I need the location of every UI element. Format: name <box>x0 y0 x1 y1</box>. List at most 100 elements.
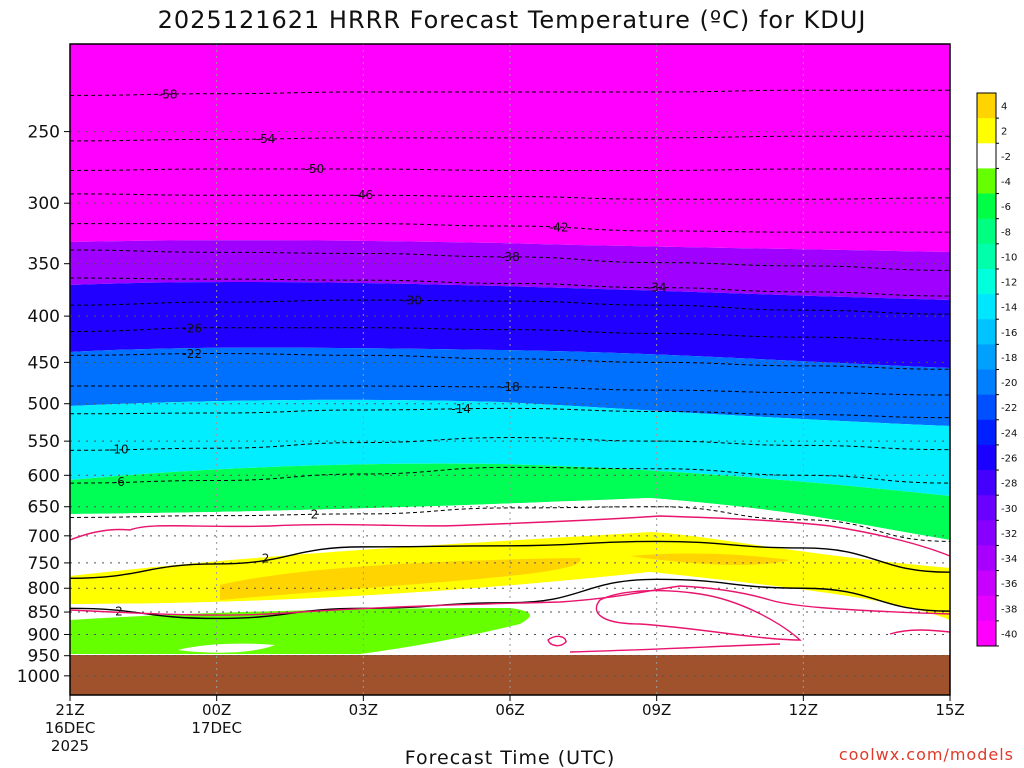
contour-label: -50 <box>305 162 325 176</box>
y-tick-label: 400 <box>28 307 60 327</box>
colorbar-swatch <box>977 344 996 370</box>
colorbar-swatch <box>977 369 996 396</box>
chart-title: 2025121621 HRRR Forecast Temperature (ºC… <box>158 6 867 34</box>
colorbar-swatch <box>977 419 996 446</box>
fill-warm-layer-4-to-6 <box>220 558 581 600</box>
colorbar-label: -40 <box>1001 629 1017 640</box>
y-axis: 2503003504004505005506006507007508008509… <box>17 123 70 687</box>
colorbar-swatch <box>977 268 996 295</box>
contour-label: -14 <box>451 402 471 416</box>
y-tick-label: 450 <box>28 353 60 373</box>
contour-label: 2 <box>311 507 319 521</box>
fill-warm-layer-2-to-4 <box>70 532 950 620</box>
contour-label: -10 <box>109 443 129 457</box>
fill-cold-wedge <box>70 608 530 654</box>
colorbar-swatch <box>977 93 996 119</box>
colorbar-swatch <box>977 620 996 647</box>
x-tick-label: 00Z <box>202 701 231 719</box>
colorbar-label: -2 <box>1001 152 1011 163</box>
freezing-contour-right <box>889 629 950 635</box>
colorbar-label: -28 <box>1001 479 1017 490</box>
contour-label: -54 <box>256 132 276 146</box>
contour-labels: -58 -54 -50 -46 -42 -38 -34 -30 -26 -22 -18 -14 -10 -… <box>109 87 667 618</box>
y-tick-label: 250 <box>28 123 60 143</box>
freezing-contour-bottom <box>569 643 781 653</box>
colorbar-swatch <box>977 294 996 320</box>
colorbar-swatch <box>977 470 996 496</box>
colorbar-label: -38 <box>1001 604 1017 615</box>
freezing-contour-upper <box>70 515 950 557</box>
colorbar-label: -12 <box>1001 278 1017 289</box>
freezing-contours <box>70 515 950 653</box>
contour-label: -38 <box>500 250 520 264</box>
y-gridlines <box>70 131 950 677</box>
colorbar-swatch <box>977 520 996 546</box>
colorbar-label: 4 <box>1001 102 1007 113</box>
colorbar-swatch <box>977 143 996 169</box>
contour-label: -58 <box>158 87 178 101</box>
contour-label: 2 <box>262 551 270 565</box>
x-tick-date: 16DEC <box>45 719 96 737</box>
colorbar: 4 2 -2 -4 -6 -8 -10 -12 -14 -16 -18 -20 -22 -24 -26 -28… <box>976 92 1017 647</box>
colorbar-swatch <box>977 218 996 245</box>
colorbar-label: -18 <box>1001 353 1017 364</box>
colorbar-label: -26 <box>1001 453 1017 464</box>
colorbar-swatch <box>977 319 996 345</box>
colorbar-label: -6 <box>1001 202 1011 213</box>
colorbar-label: -8 <box>1001 227 1011 238</box>
colorbar-label: -10 <box>1001 252 1017 263</box>
y-tick-label: 600 <box>28 466 60 486</box>
y-tick-label: 700 <box>28 527 60 547</box>
colorbar-label: -24 <box>1001 428 1017 439</box>
y-tick-label: 550 <box>28 432 60 452</box>
colorbar-label: -36 <box>1001 579 1017 590</box>
colorbar-swatch <box>977 495 996 521</box>
y-tick-label: 850 <box>28 603 60 623</box>
fill-warm-layer-4-to-6-b <box>630 553 790 565</box>
colorbar-swatch <box>977 444 996 471</box>
y-tick-label: 350 <box>28 255 60 275</box>
fill-minus30-to-minus22 <box>70 282 950 368</box>
freezing-contour-lower <box>70 585 950 616</box>
colorbar-label: -34 <box>1001 554 1017 565</box>
colorbar-label: -20 <box>1001 378 1017 389</box>
contour-label: -46 <box>354 188 374 202</box>
x-tick-label: 03Z <box>349 701 378 719</box>
contour-label: -6 <box>113 475 125 489</box>
freezing-contour-island <box>595 589 802 641</box>
y-tick-label: 950 <box>28 647 60 667</box>
colorbar-label: -30 <box>1001 504 1017 515</box>
fill-minus40-to-minus30 <box>70 240 950 300</box>
y-tick-label: 750 <box>28 554 60 574</box>
x-tick-label: 15Z <box>935 701 964 719</box>
colorbar-swatch <box>977 243 996 270</box>
y-tick-label: 800 <box>28 579 60 599</box>
y-tick-label: 500 <box>28 395 60 415</box>
colorbar-swatch <box>977 193 996 220</box>
colorbar-label: -4 <box>1001 177 1011 188</box>
colorbar-swatch <box>977 394 996 421</box>
contour-label: -26 <box>182 321 202 335</box>
colorbar-swatch <box>977 595 996 622</box>
colorbar-label: -22 <box>1001 403 1017 414</box>
colorbar-label: -16 <box>1001 328 1017 339</box>
x-axis-title: Forecast Time (UTC) <box>405 747 615 768</box>
x-tick-date: 17DEC <box>191 719 242 737</box>
contour-label: -30 <box>402 293 422 307</box>
colorbar-swatch <box>977 118 996 144</box>
fill-cold-wedge-hole <box>178 643 275 653</box>
contour-line <box>70 540 950 580</box>
y-tick-label: 900 <box>28 625 60 645</box>
y-tick-label: 1000 <box>17 667 60 687</box>
colorbar-label: 2 <box>1001 127 1007 138</box>
contour-label: -42 <box>549 221 569 235</box>
y-tick-label: 650 <box>28 498 60 518</box>
x-tick-label: 06Z <box>495 701 524 719</box>
colorbar-label: -14 <box>1001 303 1017 314</box>
x-tick-label: 09Z <box>642 701 671 719</box>
colorbar-label: -32 <box>1001 529 1017 540</box>
contour-label: -34 <box>647 281 667 295</box>
x-tick-year: 2025 <box>51 737 89 755</box>
